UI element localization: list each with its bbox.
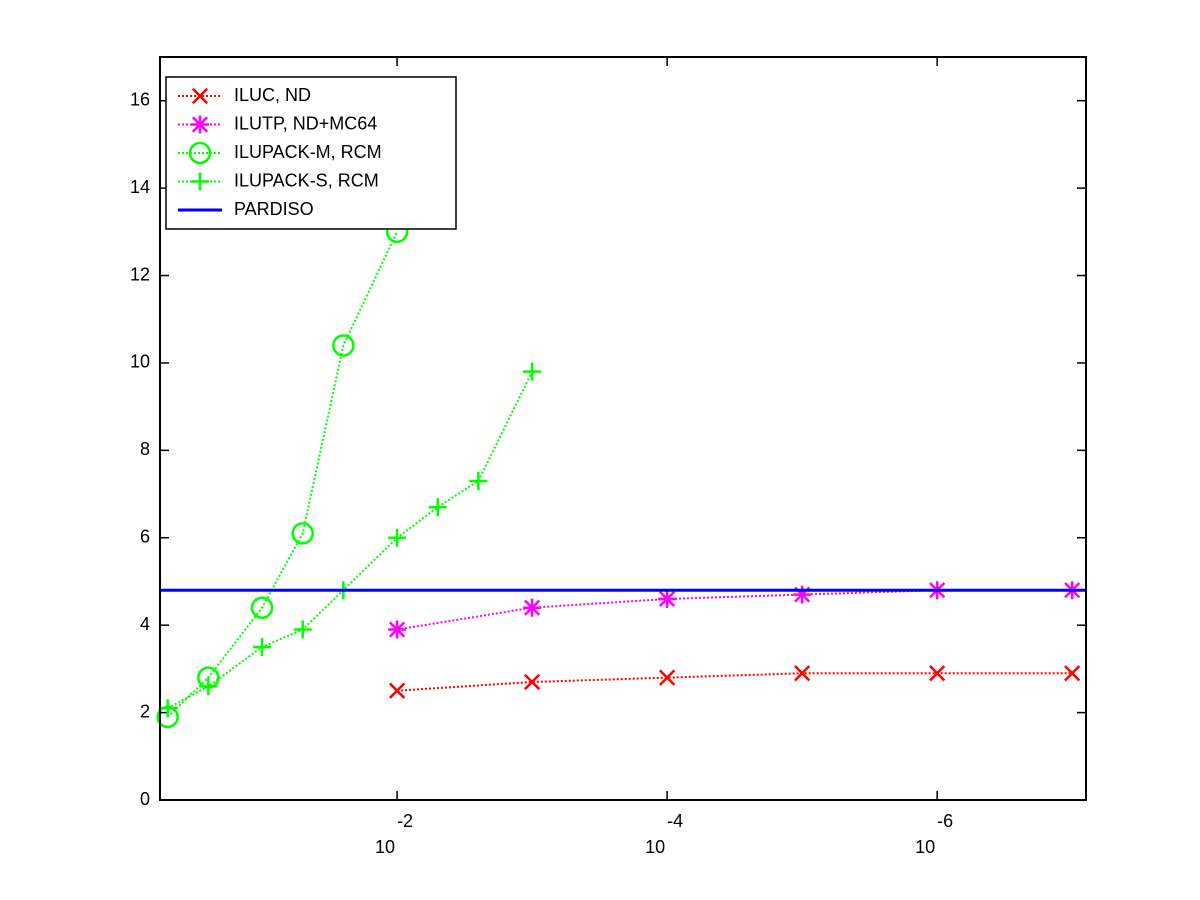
y-tick-label: 14 (130, 177, 150, 197)
marker (524, 673, 541, 691)
marker (253, 638, 272, 657)
marker (929, 665, 946, 682)
marker (658, 589, 677, 608)
marker (250, 596, 274, 619)
y-tick-label: 8 (140, 439, 150, 459)
marker (388, 682, 406, 699)
y-tick-label: 0 (140, 789, 150, 809)
x-tick-exponent: -4 (667, 811, 683, 831)
marker (332, 334, 355, 357)
legend-label: ILUC, ND (234, 85, 311, 105)
marker (428, 498, 447, 517)
marker (158, 699, 177, 718)
y-tick-label: 6 (140, 527, 150, 547)
x-tick-label: 10 (915, 837, 935, 857)
x-tick-exponent: -6 (937, 811, 953, 831)
x-tick-label: 10 (375, 837, 395, 857)
x-tick-exponent: -2 (397, 811, 413, 831)
legend-marker (188, 141, 212, 165)
legend-label: ILUPACK-S, RCM (234, 170, 379, 190)
marker (1064, 665, 1081, 682)
marker (291, 522, 314, 545)
y-tick-label: 10 (130, 352, 150, 372)
marker (523, 362, 542, 381)
legend-marker (191, 115, 209, 134)
marker (293, 620, 312, 639)
marker (659, 669, 676, 686)
marker (523, 598, 542, 617)
legend-label: ILUTP, ND+MC64 (234, 113, 377, 133)
legend-marker (191, 87, 209, 105)
marker (388, 620, 407, 639)
y-tick-label: 16 (130, 89, 150, 109)
legend-marker (191, 172, 209, 191)
marker (794, 665, 811, 682)
y-tick-label: 4 (140, 614, 150, 634)
y-tick-label: 12 (130, 264, 150, 284)
series-line (397, 672, 1073, 692)
x-tick-label: 10 (645, 837, 665, 857)
plot-frame (159, 56, 1087, 801)
marker (469, 471, 488, 490)
marker (199, 677, 218, 696)
marker (793, 585, 812, 604)
legend-label: PARDISO (234, 199, 314, 219)
legend: ILUC, ND ILUTP, ND+MC64 ILUPACK-M, RCM ILUP… (165, 76, 457, 230)
y-tick-label: 2 (140, 701, 150, 721)
legend-label: ILUPACK-M, RCM (234, 142, 382, 162)
marker (388, 528, 407, 547)
